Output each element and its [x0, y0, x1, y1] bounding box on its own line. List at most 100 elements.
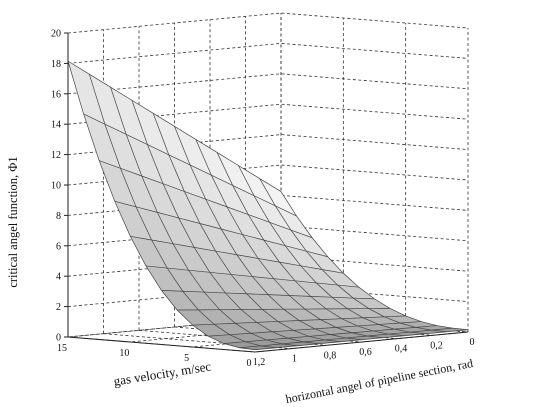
surface-patch	[163, 183, 200, 224]
surface-patch	[178, 217, 216, 252]
surface-patch	[246, 293, 284, 310]
surface-patch	[215, 251, 253, 277]
surface-patch	[68, 61, 105, 125]
surface-patch	[188, 270, 226, 293]
surface-patch	[258, 258, 296, 281]
mesh-line	[280, 191, 469, 331]
z-tick-label: 8	[56, 211, 61, 222]
surface-patch	[326, 308, 364, 319]
surface-patch	[141, 176, 179, 218]
x-tick-labels: 15 10 5 0	[57, 343, 252, 369]
velocity-tick-label: 10	[119, 348, 129, 359]
surface-patch	[130, 236, 168, 269]
surface-patch	[262, 309, 300, 322]
surface-patch	[378, 323, 416, 330]
surface-patch	[104, 124, 142, 177]
surface-patch	[221, 229, 259, 259]
surface-patch	[253, 195, 291, 231]
angle-axis-line	[254, 331, 469, 353]
surface-patch	[231, 274, 268, 295]
surface-patch	[293, 328, 331, 337]
surface	[67, 60, 469, 351]
surface-patch	[174, 126, 212, 176]
surface-patch	[316, 282, 354, 299]
surface-patch	[172, 243, 210, 273]
angle-tick-label: 0,6	[359, 347, 372, 358]
surface-patch	[225, 292, 263, 310]
surface-patch	[213, 323, 251, 335]
surface-patch	[151, 240, 189, 271]
surface-patch	[263, 240, 301, 266]
surface-patch	[219, 309, 257, 324]
surface-patch	[283, 309, 321, 321]
surface-patch	[399, 321, 437, 328]
z-tick-label: 20	[51, 29, 61, 40]
surface-patch	[226, 206, 264, 241]
surface-patch	[277, 320, 315, 331]
surface-patch	[337, 285, 375, 299]
surface-patch	[168, 154, 206, 200]
surface-patch	[295, 280, 332, 298]
surface-patch	[320, 318, 358, 328]
y-axis-label: horizontal angel of pipeline section, ra…	[284, 356, 474, 406]
surface-patch	[229, 333, 267, 342]
surface-patch	[232, 185, 270, 223]
surface-patch	[299, 319, 337, 329]
surface-patch	[182, 291, 220, 310]
mesh-line	[195, 139, 383, 339]
surface-patch	[208, 334, 246, 344]
z-tick-label: 10	[51, 181, 61, 192]
z-tick-label: 16	[51, 89, 61, 100]
surface-patch	[131, 100, 169, 155]
surface-patch	[347, 308, 385, 318]
surface-patch	[368, 308, 406, 317]
surface-patch	[248, 214, 286, 246]
surface-patch	[147, 144, 185, 192]
surface-patch	[110, 87, 148, 145]
z-tick-label: 6	[56, 241, 61, 252]
surface-patch	[275, 205, 313, 238]
surface-patch	[99, 160, 137, 207]
surface-patch	[290, 230, 328, 257]
surface-patch	[177, 309, 214, 326]
surface-patch	[259, 178, 297, 217]
surface-patch	[272, 330, 310, 339]
surface-patch	[252, 276, 290, 296]
surface-patch	[341, 317, 379, 326]
angle-tick-label: 0,4	[395, 344, 408, 355]
mesh-line	[88, 74, 277, 349]
surface-patch	[190, 164, 227, 207]
surface-patch	[204, 292, 241, 310]
surface-patch	[83, 113, 121, 169]
z-axis-label: critical angel function, Φ1	[6, 156, 20, 287]
angle-tick-label: 0,2	[430, 340, 443, 351]
surface-patch	[211, 175, 249, 215]
velocity-tick-label: 5	[184, 353, 189, 364]
surface-patch	[336, 325, 373, 333]
y-tick-labels: 1,2 1 0,8 0,6 0,4 0,2 0	[253, 337, 475, 368]
surface-patch	[153, 113, 191, 165]
surface-patch	[167, 268, 205, 293]
surface-patch	[89, 74, 127, 135]
surface-patch	[331, 297, 369, 309]
z-tick-label: 0	[56, 333, 61, 344]
surface-patch	[217, 152, 254, 196]
surface-patch	[157, 212, 195, 248]
surface-patch	[238, 165, 276, 206]
z-tick-labels: 0 2 4 6 8 10 12 14 16 18 20	[51, 29, 68, 344]
surface-patch	[314, 327, 352, 335]
surface-patch	[245, 339, 283, 346]
surface-patch	[357, 324, 395, 331]
mesh-line	[259, 178, 447, 333]
surface-patch	[199, 223, 237, 255]
surface-patch	[184, 191, 222, 230]
mesh-line	[238, 165, 426, 335]
surface-patch	[195, 139, 233, 186]
surface-patch	[353, 298, 391, 309]
z-tick-label: 4	[56, 272, 61, 283]
z-tick-label: 12	[51, 150, 61, 161]
z-tick-label: 2	[56, 302, 61, 313]
grid-line-z	[67, 12, 469, 34]
surface-patch	[250, 331, 288, 340]
angle-tick-label: 0,8	[324, 350, 337, 361]
